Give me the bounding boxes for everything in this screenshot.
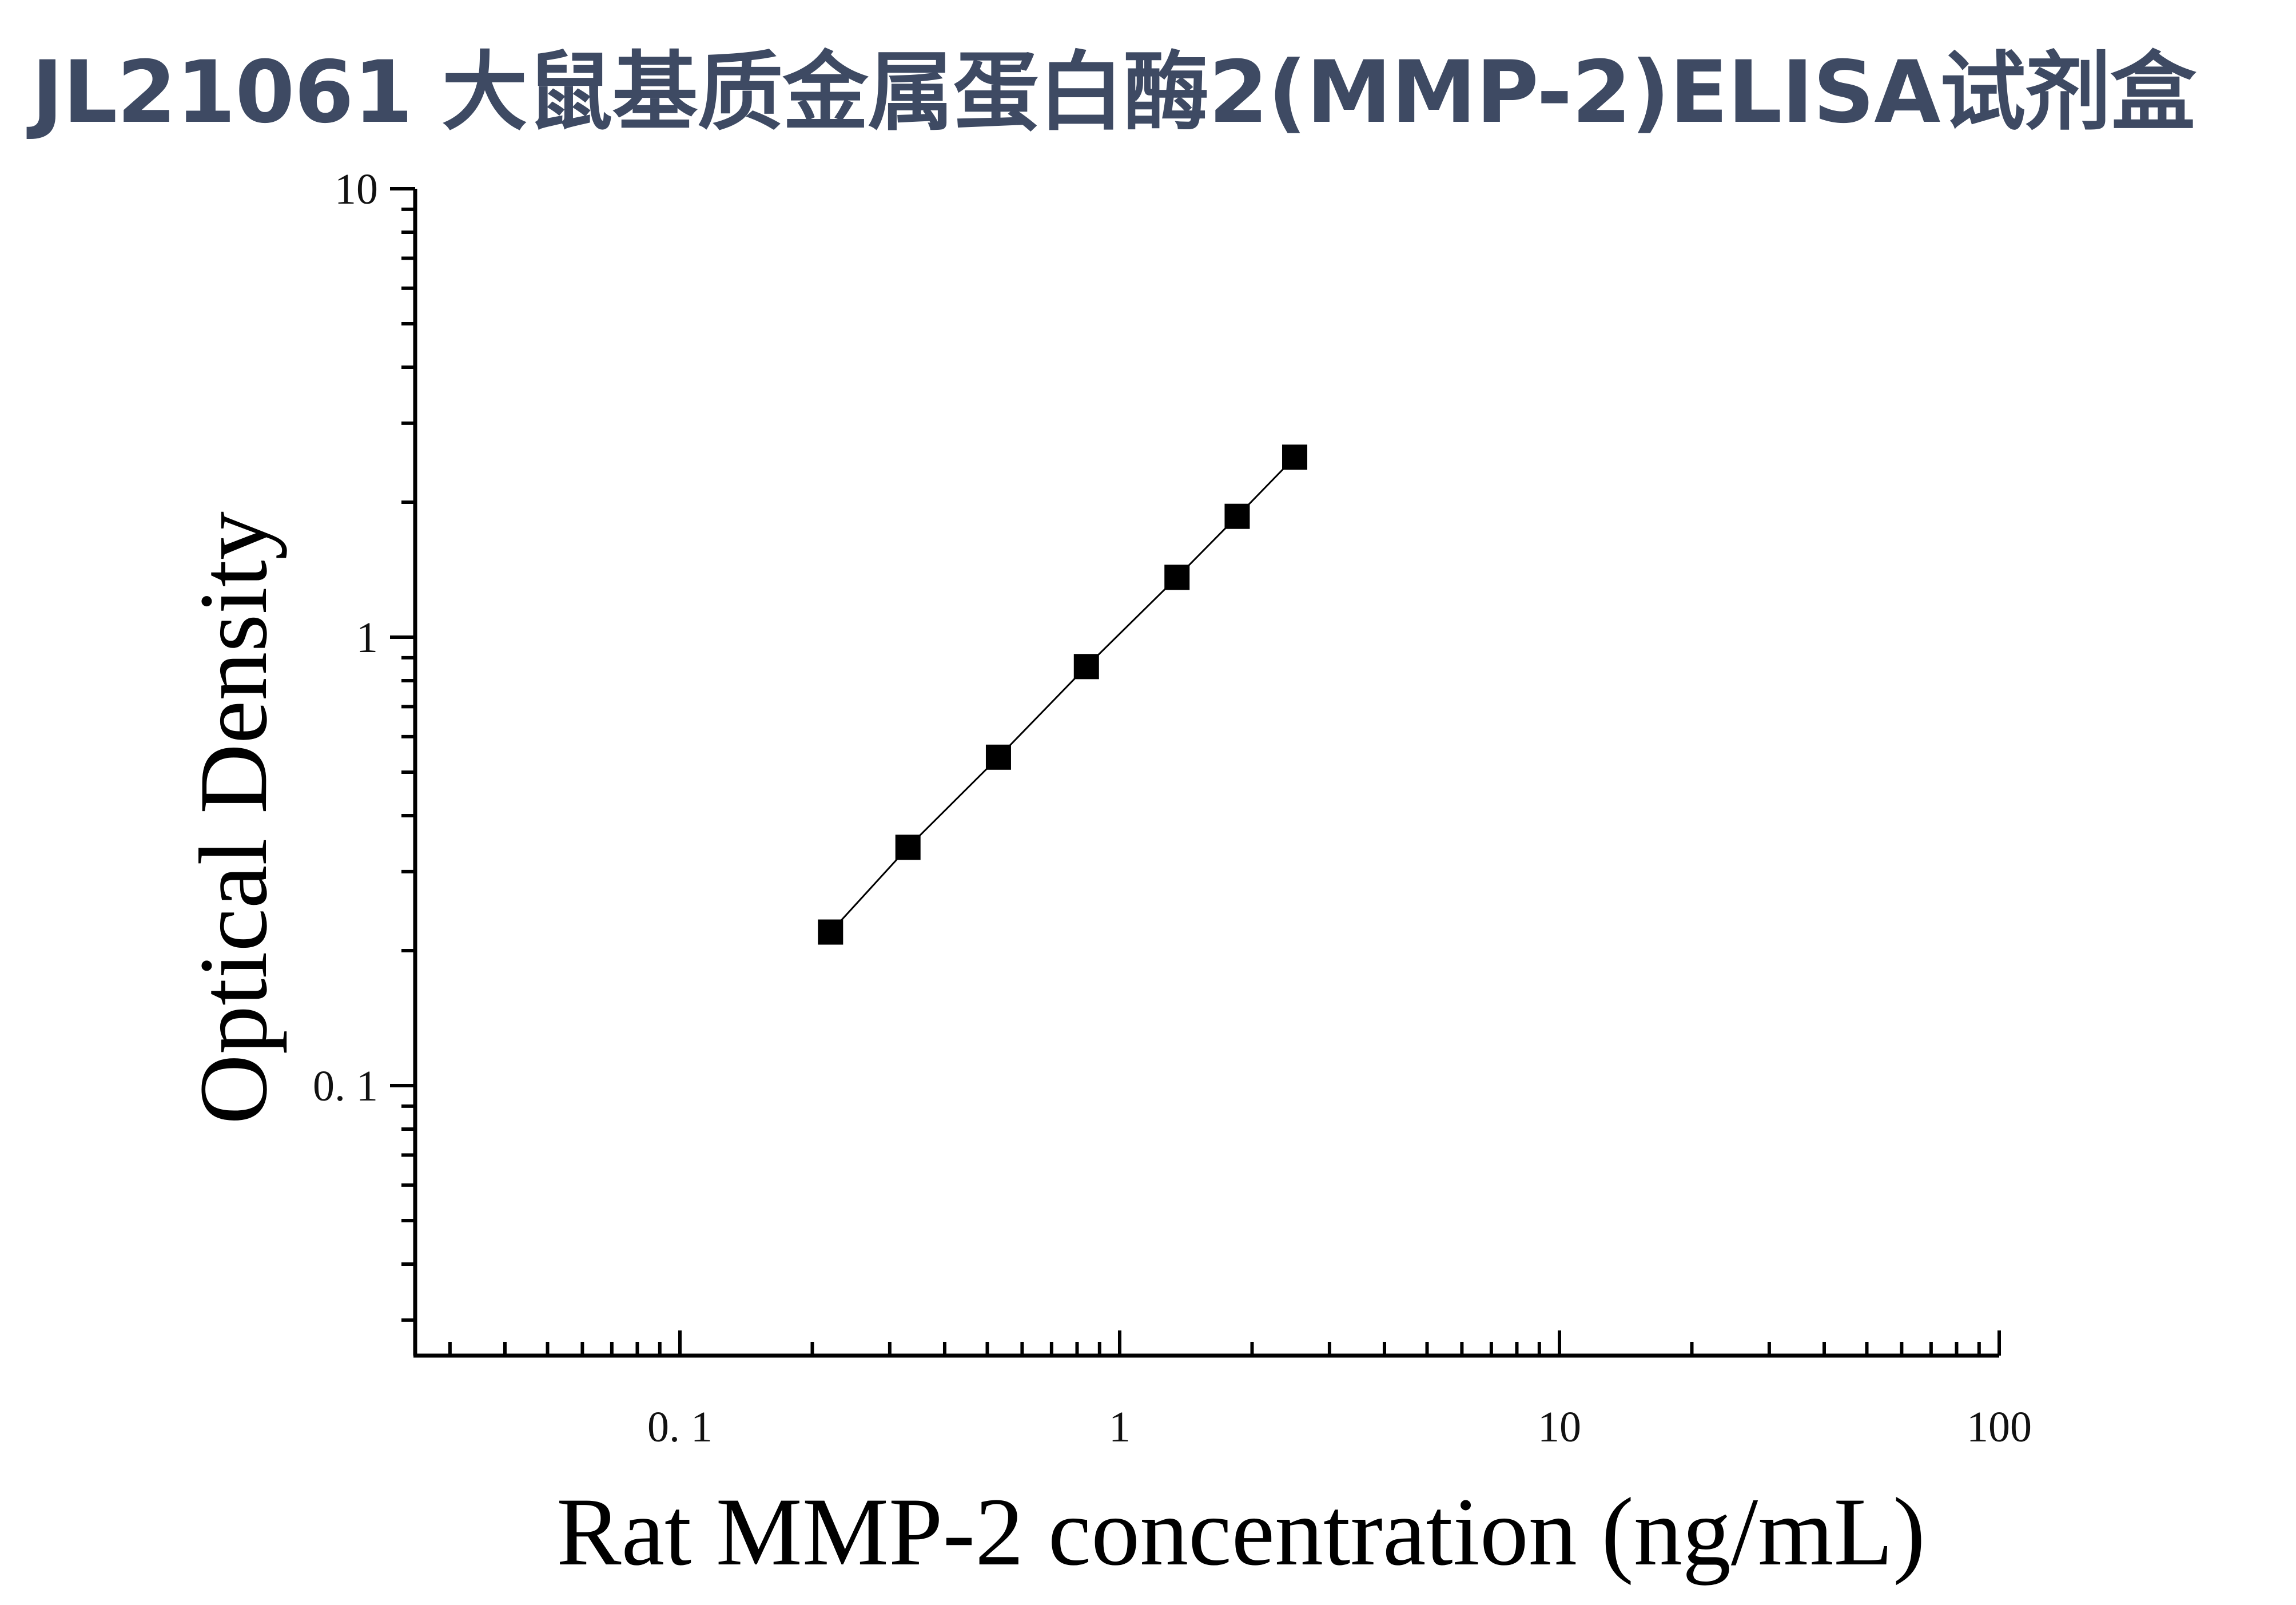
x-tick-label: 100 [1967,1403,2032,1451]
data-point [985,744,1011,770]
ticks [390,187,2001,1356]
y-tick-label: 10 [335,165,378,213]
data-point [818,919,843,945]
x-tick-label: 1 [1109,1403,1131,1451]
data-point [1282,444,1308,470]
x-tick-label: 0. 1 [647,1403,713,1451]
y-tick-label: 1 [356,614,378,662]
x-axis-title: Rat MMP-2 concentration (ng/mL) [556,1478,1925,1586]
data-point [1224,503,1250,529]
tick-labels: 0. 1 1 10 100 0. 1 1 10 [313,165,2032,1451]
data-point [1073,654,1099,680]
data-point [895,835,921,860]
page-title: JL21061 大鼠基质金属蛋白酶2(MMP-2)ELISA试剂盒 [31,43,2196,142]
data-points [818,444,1308,945]
y-axis-title: Optical Density [180,511,287,1125]
data-point [1164,565,1190,590]
x-tick-label: 10 [1538,1403,1581,1451]
axes [413,189,1999,1358]
y-tick-label: 0. 1 [313,1062,378,1110]
